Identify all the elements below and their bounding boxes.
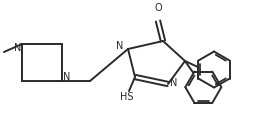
Text: N: N	[14, 43, 21, 53]
Text: N: N	[170, 78, 177, 88]
Text: N: N	[63, 72, 70, 82]
Text: HS: HS	[120, 92, 134, 102]
Text: N: N	[116, 41, 123, 51]
Text: O: O	[154, 3, 162, 13]
